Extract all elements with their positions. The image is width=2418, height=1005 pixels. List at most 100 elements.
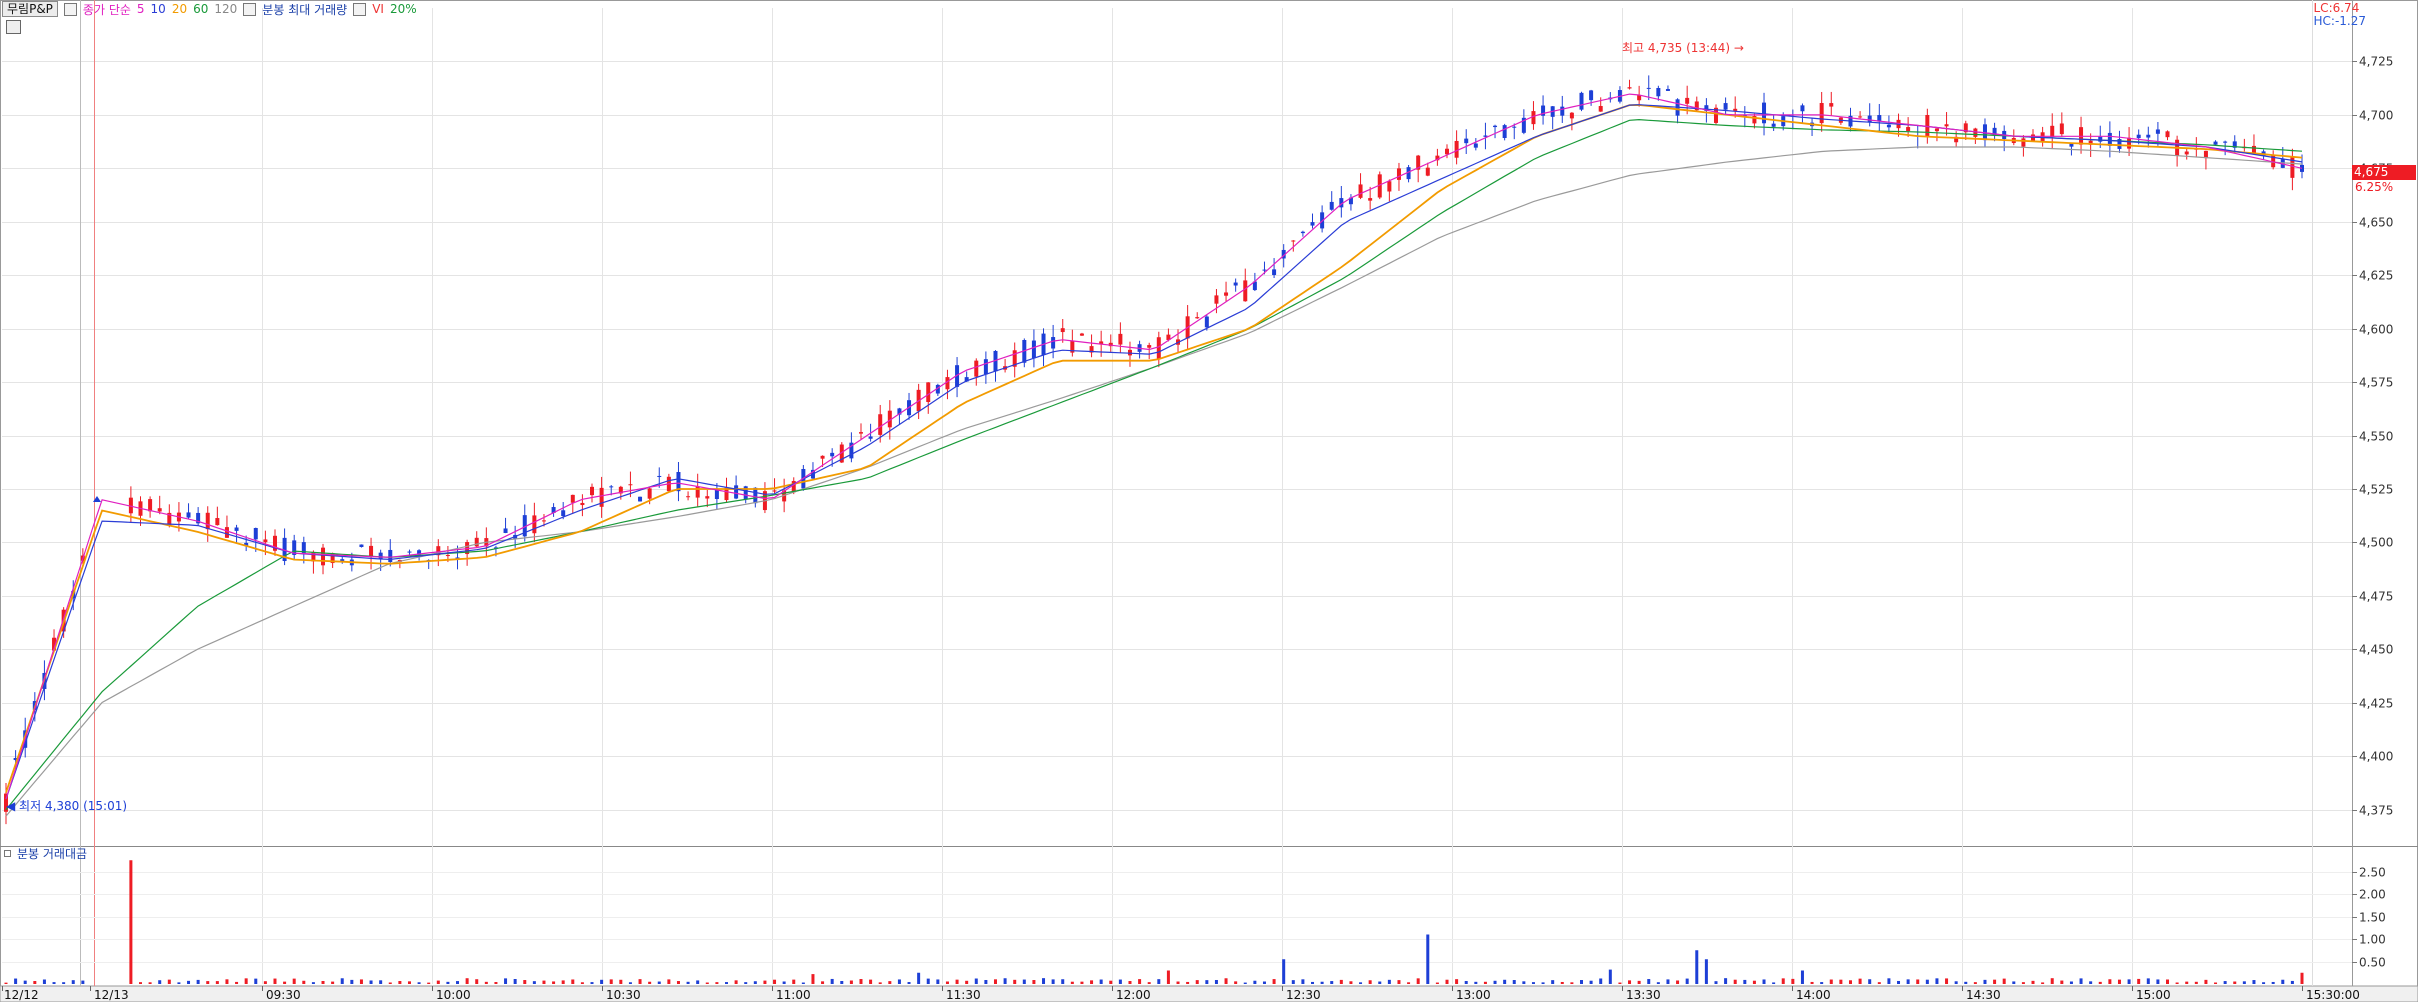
candle-body xyxy=(551,507,556,514)
volume-bar xyxy=(23,980,27,984)
candle-body xyxy=(2107,132,2112,146)
volume-bar xyxy=(2233,981,2237,984)
ma60-label: 60 xyxy=(193,2,209,16)
volume-bar xyxy=(2185,981,2189,984)
candle xyxy=(2079,116,2084,154)
volume-bar xyxy=(2031,980,2035,984)
candle-body xyxy=(1147,345,1152,348)
candle-body xyxy=(964,377,969,382)
candle-body xyxy=(1454,140,1459,158)
volume-bar xyxy=(1166,970,1170,984)
candle-body xyxy=(609,486,614,488)
candle-body xyxy=(1425,167,1430,176)
candle-body xyxy=(1800,105,1805,112)
candle xyxy=(1733,96,1738,118)
candle-body xyxy=(753,487,758,504)
stock-name[interactable]: 무림P&P xyxy=(2,1,58,17)
candle-body xyxy=(1348,197,1353,205)
candle-body xyxy=(2146,134,2151,138)
volume-bar xyxy=(235,981,239,984)
vol-y-tick-label: 0.50 xyxy=(2359,956,2386,970)
volume-bar xyxy=(744,982,748,984)
candle-body xyxy=(311,551,316,562)
candle-body xyxy=(945,377,950,390)
volume-settings-icon[interactable] xyxy=(4,850,11,857)
volume-bar xyxy=(1407,982,1411,984)
volume-bar xyxy=(1253,980,1257,984)
volume-bar xyxy=(907,982,911,984)
volume-bar xyxy=(1964,981,1968,984)
volume-bar xyxy=(2041,982,2045,984)
y-tick-label: 4,550 xyxy=(2359,430,2393,444)
volume-bar xyxy=(311,982,315,984)
candle-body xyxy=(1118,333,1123,345)
volume-bar xyxy=(792,979,796,984)
y-tick-label: 4,425 xyxy=(2359,697,2393,711)
volume-bar xyxy=(1599,978,1603,984)
candle xyxy=(301,536,306,564)
settings-icon[interactable] xyxy=(63,2,77,16)
volume-bar xyxy=(2137,978,2141,984)
volume-bar xyxy=(705,982,709,984)
candle-body xyxy=(2290,157,2295,178)
candle xyxy=(1195,312,1200,319)
vi-settings-icon[interactable] xyxy=(353,2,367,16)
grid-icon[interactable] xyxy=(6,20,21,34)
vol-y-tick-label: 1.00 xyxy=(2359,933,2386,947)
volume-bar xyxy=(1628,980,1632,984)
candle-body xyxy=(196,512,201,524)
volume-bar xyxy=(1829,979,1833,984)
candle-body xyxy=(705,496,710,499)
candle xyxy=(1166,328,1171,342)
y-tick-label: 4,400 xyxy=(2359,750,2393,764)
x-tick-label: 11:30 xyxy=(946,988,981,1002)
candle-body xyxy=(1281,249,1286,259)
volume-bar xyxy=(1090,980,1094,984)
candle xyxy=(714,483,719,510)
volume-bar xyxy=(71,980,75,984)
volume-settings-icon[interactable] xyxy=(243,2,257,16)
candle xyxy=(1617,86,1622,104)
candle xyxy=(282,528,287,566)
candle-body xyxy=(1502,125,1507,139)
candle-body xyxy=(1579,92,1584,110)
candle-body xyxy=(1982,124,1987,141)
candle xyxy=(2059,112,2064,137)
candle-body xyxy=(868,436,873,439)
candle xyxy=(1272,258,1277,279)
volume-bar xyxy=(427,982,431,984)
volume-bar xyxy=(2069,981,2073,984)
candle xyxy=(1147,342,1152,360)
candle xyxy=(1118,322,1123,353)
volume-bar xyxy=(302,980,306,984)
volume-bar xyxy=(619,979,623,984)
candle xyxy=(1656,85,1661,101)
candle xyxy=(1550,106,1555,130)
candle xyxy=(1300,230,1305,237)
volume-bar xyxy=(926,978,930,984)
volume-bar xyxy=(475,979,479,984)
candle-body xyxy=(321,547,326,566)
candle-body xyxy=(1464,138,1469,144)
candle xyxy=(1320,205,1325,233)
candle-body xyxy=(1291,240,1296,242)
candle xyxy=(1368,186,1373,210)
vi-value: 20% xyxy=(389,2,417,16)
volume-bar xyxy=(196,979,200,984)
candle-body xyxy=(2155,129,2160,134)
candle-body xyxy=(1387,181,1392,192)
candle-body xyxy=(590,486,595,496)
volume-bar xyxy=(42,979,46,984)
volume-bar xyxy=(523,980,527,984)
candle-body xyxy=(1262,269,1267,271)
candle xyxy=(2165,130,2170,141)
candle-body xyxy=(1512,126,1517,128)
candle xyxy=(2050,113,2055,150)
candle-body xyxy=(1589,90,1594,101)
volume-bar xyxy=(2262,982,2266,984)
candle xyxy=(1646,75,1651,101)
volume-bar xyxy=(1224,978,1228,984)
x-axis-bar xyxy=(0,985,2418,1003)
volume-bar xyxy=(2002,978,2006,984)
